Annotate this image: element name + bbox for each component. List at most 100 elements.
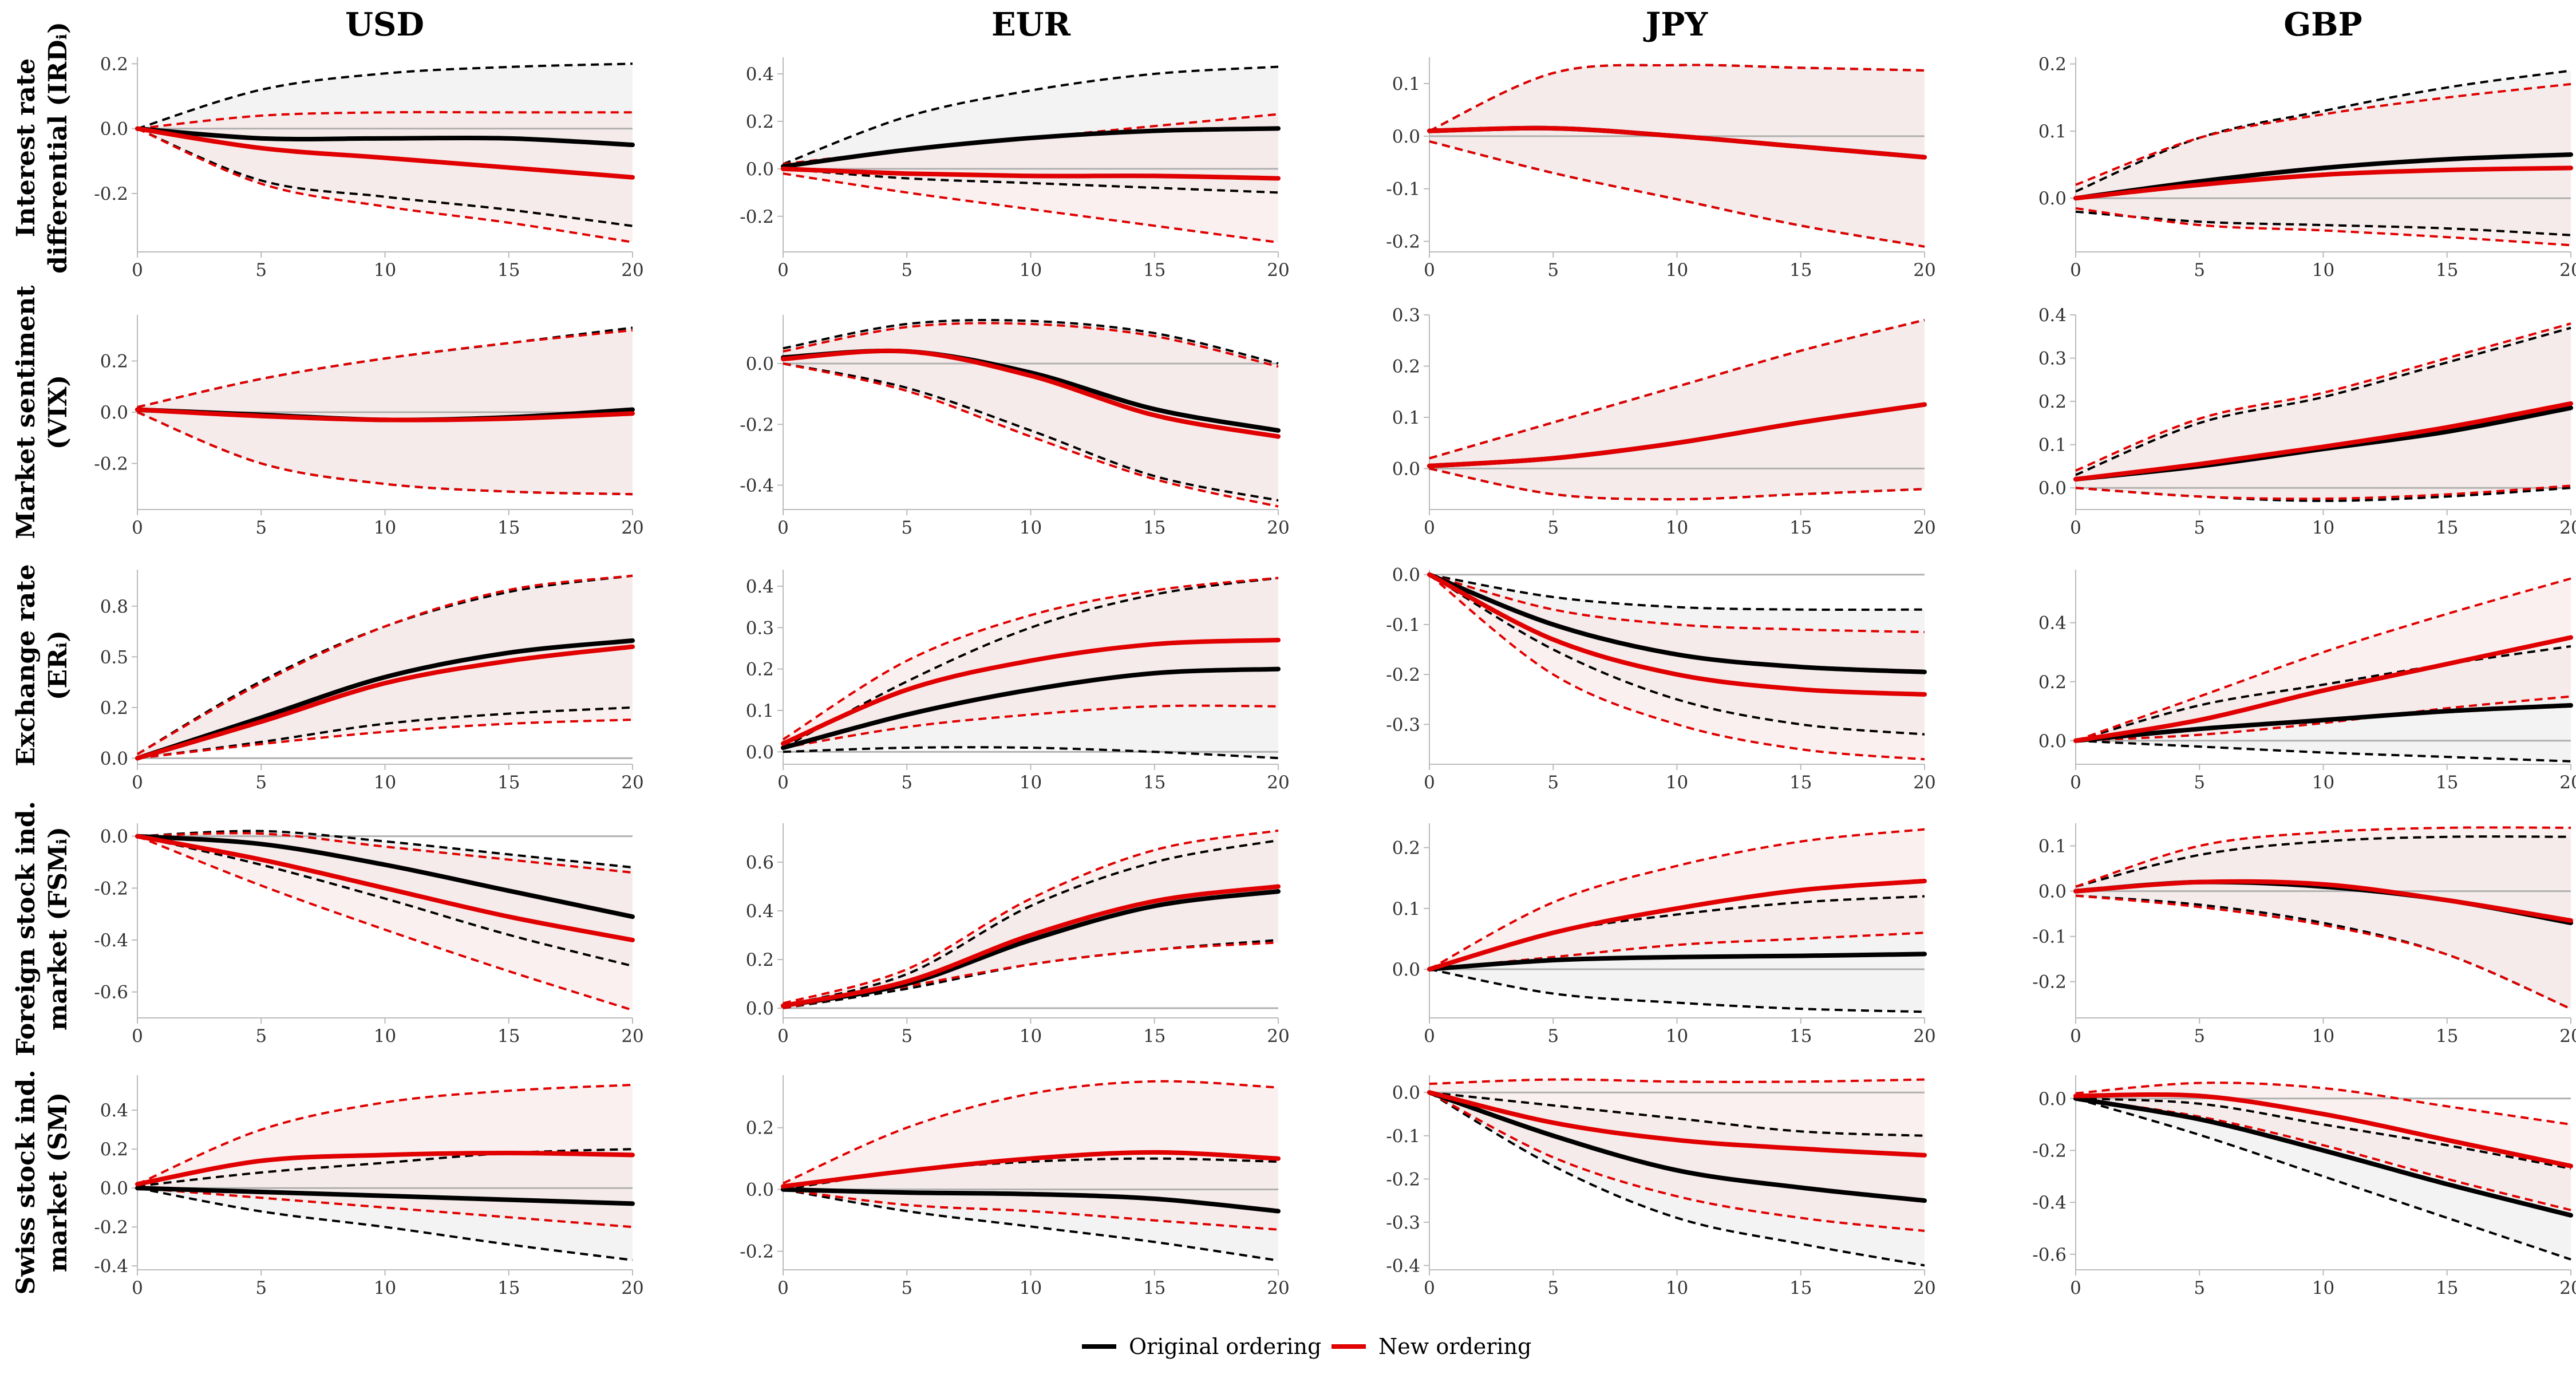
- x-tick-label: 5: [2194, 260, 2205, 281]
- y-tick-label: 0.1: [1392, 408, 1420, 428]
- upper-bound-original: [2075, 645, 2571, 742]
- y-tick-label: 0.1: [2038, 121, 2067, 142]
- upper-bound-new: [2075, 322, 2571, 472]
- lower-bound-new: [2075, 484, 2571, 500]
- x-tick-label: 15: [1143, 1278, 1165, 1298]
- lower-bound-new: [1429, 1091, 1925, 1232]
- x-tick-label: 5: [2194, 1026, 2205, 1047]
- lower-bound-new: [137, 718, 633, 760]
- x-tick-label: 20: [621, 1026, 643, 1047]
- x-tick-label: 15: [1143, 1026, 1165, 1047]
- x-tick-label: 15: [2436, 1278, 2458, 1298]
- y-tick-label: -0.4: [2032, 1193, 2067, 1213]
- x-tick-label: 10: [374, 260, 396, 281]
- x-tick-label: 20: [1267, 518, 1289, 538]
- x-tick-label: 5: [2194, 518, 2205, 538]
- x-tick-label: 0: [1424, 518, 1435, 538]
- mean-line-new: [781, 1150, 1281, 1189]
- y-tick-label: -0.1: [1386, 179, 1420, 200]
- y-tick-label: 0.0: [100, 1178, 128, 1199]
- upper-bound-new: [137, 110, 633, 130]
- x-tick-label: 5: [255, 772, 267, 793]
- y-tick-label: -0.2: [2032, 972, 2067, 993]
- upper-bound-new: [137, 832, 633, 874]
- x-tick-label: 0: [777, 260, 789, 281]
- legend: Original ordering New ordering: [1082, 1334, 1531, 1359]
- mean-line-original: [1427, 951, 1927, 972]
- mean-line-original: [2073, 1096, 2573, 1218]
- x-tick-label: 10: [1020, 1026, 1042, 1047]
- y-tick-label: -0.4: [740, 476, 774, 496]
- row-label-line2: market (FSMᵢ): [44, 827, 73, 1030]
- y-tick-label: 0.2: [2038, 392, 2067, 412]
- lower-bound-original: [2075, 1097, 2571, 1261]
- panel-usd-r2: 0 5 10 15 20 0.0 0.2 0.5 0.8: [100, 570, 644, 793]
- band-new-eur-r1: [783, 323, 1278, 507]
- panel-gbp-r2: 0 5 10 15 20 0.0 0.2 0.4: [2038, 570, 2576, 793]
- y-tick-label: 0.0: [2038, 1089, 2067, 1110]
- x-tick-label: 20: [1267, 772, 1289, 793]
- lower-bound-original: [137, 1187, 633, 1261]
- row-label-line2: (ERᵢ): [44, 630, 73, 700]
- x-tick-label: 10: [2312, 260, 2334, 281]
- y-tick-label: 0.0: [746, 1180, 774, 1201]
- panel-gbp-r3: 0 5 10 15 20 -0.2 -0.1 0.0 0.1: [2032, 823, 2576, 1047]
- x-tick-label: 15: [2436, 518, 2458, 538]
- mean-line-original: [135, 1186, 635, 1206]
- y-tick-label: 0.0: [100, 827, 128, 847]
- lower-bound-original: [137, 127, 633, 227]
- x-tick-label: 0: [2070, 1278, 2081, 1298]
- y-tick-label: 0.2: [1392, 838, 1420, 859]
- x-tick-label: 15: [497, 1026, 520, 1047]
- x-tick-label: 20: [2559, 772, 2576, 793]
- upper-bound-original: [1429, 1091, 1925, 1137]
- upper-bound-new: [2075, 826, 2571, 888]
- lower-bound-original: [2075, 210, 2571, 236]
- x-tick-label: 5: [255, 518, 267, 538]
- upper-bound-new: [1429, 318, 1925, 460]
- band-new-gbp-r3: [2076, 827, 2571, 1009]
- y-tick-label: 0.0: [1392, 565, 1420, 586]
- y-tick-label: 0.3: [2038, 349, 2067, 369]
- y-tick-label: 0.2: [100, 698, 128, 718]
- x-tick-label: 10: [1666, 772, 1688, 793]
- mean-line-new: [781, 638, 1281, 746]
- column-title-usd: USD: [345, 6, 424, 44]
- x-tick-label: 10: [2312, 1026, 2334, 1047]
- panel-usd-r4: 0 5 10 15 20 -0.4 -0.2 0.0 0.2 0.4: [94, 1075, 644, 1298]
- panel-gbp-r0: 0 5 10 15 20 0.0 0.1 0.2: [2038, 54, 2576, 281]
- band-new-eur-r0: [783, 114, 1278, 243]
- lower-bound-original: [2075, 739, 2571, 763]
- y-tick-label: -0.2: [94, 878, 128, 899]
- panel-eur-r1: 0 5 10 15 20 -0.4 -0.2 0.0: [740, 315, 1290, 538]
- y-tick-label: 0.0: [746, 159, 774, 180]
- x-tick-label: 0: [132, 1278, 143, 1298]
- panel-gbp-r1: 0 5 10 15 20 0.0 0.1 0.2 0.3 0.4: [2038, 305, 2576, 538]
- y-tick-label: 0.4: [746, 64, 774, 85]
- panel-usd-r3: 0 5 10 15 20 -0.6 -0.4 -0.2 0.0: [94, 823, 644, 1047]
- x-tick-label: 10: [1020, 1278, 1042, 1298]
- band-new-gbp-r1: [2076, 323, 2571, 499]
- mean-line-original: [135, 126, 635, 147]
- x-tick-label: 0: [777, 518, 789, 538]
- panel-jpy-r4: 0 5 10 15 20 -0.4 -0.3 -0.2 -0.1 0.0: [1386, 1075, 1936, 1298]
- band-new-usd-r2: [137, 575, 633, 759]
- y-tick-label: 0.0: [746, 998, 774, 1019]
- upper-bound-new: [137, 574, 633, 756]
- x-tick-label: 15: [1143, 772, 1165, 793]
- panel-jpy-r2: 0 5 10 15 20 -0.3 -0.2 -0.1 0.0: [1386, 565, 1936, 793]
- mean-line-new: [1427, 125, 1927, 160]
- row-label-vix: Market sentiment (VIX): [11, 285, 73, 539]
- y-tick-label: 0.1: [1392, 899, 1420, 919]
- x-tick-label: 15: [2436, 260, 2458, 281]
- column-title-jpy: JPY: [1643, 6, 1709, 44]
- x-tick-label: 15: [1789, 772, 1812, 793]
- x-tick-label: 20: [1913, 772, 1935, 793]
- x-tick-label: 15: [2436, 772, 2458, 793]
- y-tick-label: -0.2: [740, 207, 774, 227]
- y-tick-label: 0.0: [1392, 960, 1420, 980]
- y-tick-label: 0.4: [746, 577, 774, 597]
- y-tick-label: -0.3: [1386, 714, 1420, 735]
- mean-line-original: [1427, 1090, 1927, 1203]
- x-tick-label: 10: [1666, 1026, 1688, 1047]
